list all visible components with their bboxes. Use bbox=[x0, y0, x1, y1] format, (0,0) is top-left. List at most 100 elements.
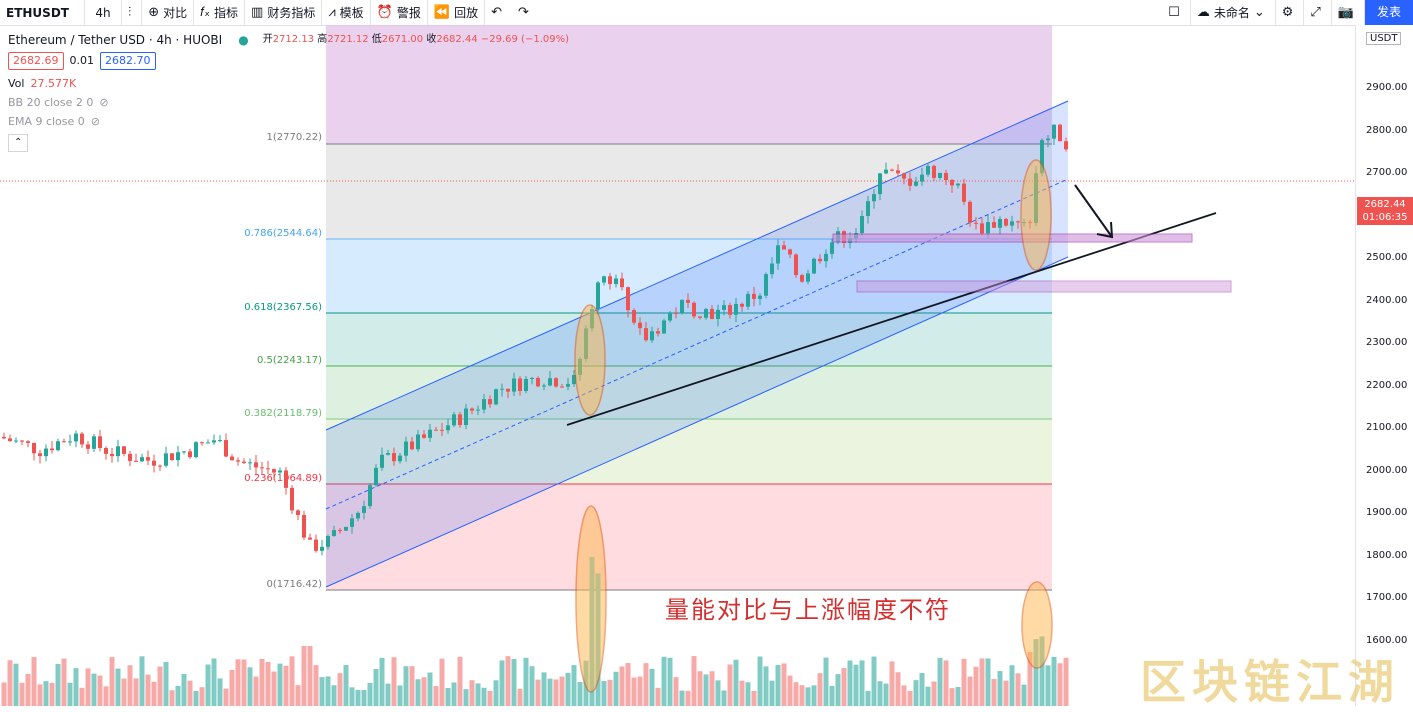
price-tick-label: 2400.00 bbox=[1366, 294, 1408, 306]
volume-ellipse-2[interactable] bbox=[1021, 581, 1053, 669]
chart-annotation-text[interactable]: 量能对比与上涨幅度不符 bbox=[665, 596, 951, 624]
candle-body bbox=[1004, 219, 1008, 226]
snapshot-button[interactable]: 📷 bbox=[1332, 0, 1365, 25]
collapse-legend-button[interactable]: ⌃ bbox=[8, 134, 29, 152]
trend-line[interactable] bbox=[566, 212, 1217, 426]
candle-body bbox=[164, 453, 168, 466]
ask-price[interactable]: 2682.70 bbox=[100, 52, 156, 70]
eye-off-icon[interactable]: ⊘ bbox=[99, 96, 109, 109]
volume-bar bbox=[253, 676, 259, 706]
volume-bar bbox=[817, 673, 823, 706]
volume-bar bbox=[7, 660, 13, 706]
interval-button[interactable]: 4h bbox=[85, 0, 122, 25]
price-chart[interactable]: 1(2770.22) 0.786(2544.64) 0.618(2367.56)… bbox=[0, 25, 1355, 706]
candle-body bbox=[38, 453, 42, 457]
candle-body bbox=[134, 460, 138, 462]
forecast-arrow[interactable] bbox=[1074, 184, 1113, 238]
support-box-lower[interactable] bbox=[856, 280, 1232, 293]
volume-bar bbox=[367, 682, 373, 706]
currency-badge[interactable]: USDT bbox=[1366, 32, 1402, 45]
volume-bar bbox=[577, 682, 583, 706]
top-toolbar: ETHUSDT 4h ⫶ ⊕ 对比 𝑓ₓ 指标 ▥ 财务指标 ⩘ 模板 ⏰ 警报 ⏪ 回放 … bbox=[0, 0, 1413, 26]
candle-body bbox=[530, 377, 534, 380]
current-price-label: 2682.44 01:06:35 bbox=[1357, 197, 1413, 225]
arrow-head-icon bbox=[1096, 221, 1114, 239]
volume-ellipse-1[interactable] bbox=[575, 505, 607, 693]
templates-button[interactable]: ⩘ 模板 bbox=[322, 0, 371, 25]
support-box-upper[interactable] bbox=[832, 233, 1193, 243]
gear-icon: ⚙ bbox=[1281, 5, 1294, 20]
volume-bar bbox=[271, 671, 277, 706]
undo-button[interactable]: ↶ bbox=[485, 0, 512, 25]
candle-body bbox=[902, 173, 906, 179]
volume-bar bbox=[487, 690, 493, 706]
alert-button[interactable]: ⏰ 警报 bbox=[371, 0, 428, 25]
candle-body bbox=[296, 510, 300, 515]
channel-upper[interactable] bbox=[325, 100, 1069, 431]
volume-bar bbox=[535, 679, 541, 706]
financials-button[interactable]: ▥ 财务指标 bbox=[245, 0, 323, 25]
volume-bar bbox=[1039, 636, 1045, 706]
compare-label: 对比 bbox=[163, 6, 188, 20]
redo-button[interactable]: ↷ bbox=[512, 0, 539, 25]
bid-price[interactable]: 2682.69 bbox=[8, 52, 64, 70]
fullscreen-box-button[interactable]: ☐ bbox=[1162, 0, 1191, 25]
candle-body bbox=[620, 278, 624, 288]
settings-button[interactable]: ⚙ bbox=[1276, 0, 1305, 25]
bb-indicator[interactable]: BB 20 close 2 0 bbox=[8, 96, 94, 109]
replay-button[interactable]: ⏪ 回放 bbox=[428, 0, 486, 25]
volume-bar bbox=[625, 663, 631, 706]
volume-bar bbox=[277, 663, 283, 706]
candle-body bbox=[254, 462, 258, 468]
volume-bar bbox=[859, 660, 865, 706]
volume-bar bbox=[265, 661, 271, 706]
volume-bar bbox=[967, 676, 973, 706]
volume-bar bbox=[85, 668, 91, 706]
ema-indicator[interactable]: EMA 9 close 0 bbox=[8, 115, 85, 128]
candle-body bbox=[716, 309, 720, 320]
expand-icon: ⤢ bbox=[1310, 5, 1321, 20]
volume-bar bbox=[679, 690, 685, 706]
volume-bar bbox=[151, 681, 157, 706]
candle-body bbox=[278, 470, 282, 473]
price-axis[interactable]: USDT 2900.002800.002700.002600.002500.00… bbox=[1355, 25, 1413, 706]
candle-body bbox=[692, 302, 696, 317]
volume-bar bbox=[175, 685, 181, 706]
volume-bar bbox=[457, 656, 463, 706]
volume-bar bbox=[1051, 656, 1057, 706]
volume-bar bbox=[289, 656, 295, 706]
candle-body bbox=[710, 308, 714, 320]
candle-body bbox=[866, 201, 870, 217]
price-tick-label: 2500.00 bbox=[1366, 252, 1408, 263]
symbol-search[interactable]: ETHUSDT bbox=[0, 0, 85, 25]
chart-type-button[interactable]: ⫶ bbox=[122, 0, 143, 25]
highlight-ellipse-2[interactable] bbox=[1020, 159, 1052, 271]
volume-bar bbox=[805, 687, 811, 706]
cloud-icon: ☁ bbox=[1196, 5, 1210, 20]
channel-lower[interactable] bbox=[325, 256, 1069, 588]
candle-body bbox=[944, 172, 948, 180]
change-value: −29.69 (−1.09%) bbox=[480, 34, 570, 45]
candle-body bbox=[356, 512, 360, 519]
volume-bar bbox=[553, 679, 559, 706]
publish-button[interactable]: 发表 bbox=[1364, 0, 1413, 25]
layout-button[interactable]: ☁ 未命名 ⌄ bbox=[1191, 0, 1276, 25]
volume-bar bbox=[325, 676, 331, 706]
price-tick-label: 2300.00 bbox=[1366, 337, 1408, 348]
volume-bar bbox=[823, 657, 829, 706]
indicators-button[interactable]: 𝑓ₓ 指标 bbox=[194, 0, 246, 25]
eye-off-icon[interactable]: ⊘ bbox=[90, 115, 101, 128]
candle-body bbox=[26, 441, 30, 443]
volume-bar bbox=[229, 669, 235, 706]
fib-label-0786: 0.786(2544.64) bbox=[244, 228, 322, 239]
compare-button[interactable]: ⊕ 对比 bbox=[142, 0, 195, 25]
highlight-ellipse-1[interactable] bbox=[574, 304, 606, 416]
price-tick-label: 2700.00 bbox=[1366, 167, 1408, 178]
candle-body bbox=[464, 408, 468, 426]
volume-bar bbox=[403, 666, 409, 706]
volume-bar bbox=[949, 688, 955, 706]
fullscreen-button[interactable]: ⤢ bbox=[1304, 0, 1332, 25]
volume-bar bbox=[373, 669, 379, 706]
candle-body bbox=[1040, 140, 1044, 174]
volume-bar bbox=[307, 646, 313, 706]
